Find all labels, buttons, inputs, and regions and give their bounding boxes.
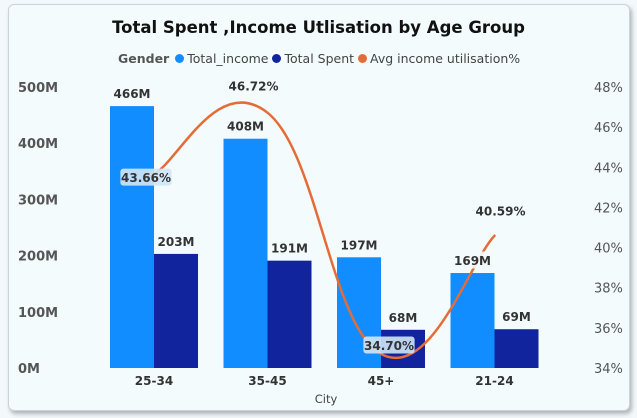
y-left-tick-label: 200M bbox=[18, 250, 58, 265]
x-tick-label: 21-24 bbox=[475, 374, 513, 388]
data-label-avg-utilisation: 43.66% bbox=[121, 171, 171, 185]
chart-title: Total Spent ,Income Utlisation by Age Gr… bbox=[112, 18, 525, 37]
bar-total-spent bbox=[267, 260, 312, 368]
y-left-tick-label: 300M bbox=[18, 193, 58, 208]
y-right-tick-label: 38% bbox=[594, 282, 623, 297]
legend-label-avg-utilisation: Avg income utilisation% bbox=[370, 50, 521, 66]
bar-total-income bbox=[223, 138, 268, 368]
x-tick-label: 35-45 bbox=[248, 374, 286, 388]
y-right-tick-label: 48% bbox=[594, 81, 623, 96]
data-label-avg-utilisation: 46.72% bbox=[229, 80, 279, 94]
data-label-total-income: 466M bbox=[114, 87, 151, 101]
y-left-tick-label: 0M bbox=[18, 362, 40, 377]
data-label-avg-utilisation: 40.59% bbox=[476, 205, 526, 219]
data-label-total-spent: 203M bbox=[158, 235, 195, 249]
bar-total-spent bbox=[494, 329, 539, 368]
y-right-tick-label: 44% bbox=[594, 161, 623, 176]
y-right-tick-label: 36% bbox=[594, 322, 623, 337]
y-right-tick-label: 46% bbox=[594, 121, 623, 136]
data-label-total-income: 169M bbox=[454, 254, 491, 268]
x-tick-label: 45+ bbox=[368, 374, 395, 388]
data-label-avg-utilisation: 34.70% bbox=[364, 339, 414, 353]
y-left-tick-label: 100M bbox=[18, 306, 58, 321]
data-label-avg-utilisation-bg bbox=[227, 77, 280, 95]
x-tick-label: 25-34 bbox=[135, 374, 173, 388]
legend-item-total-income[interactable]: Total_income bbox=[175, 51, 268, 66]
data-label-total-spent-bg bbox=[501, 307, 532, 325]
data-label-total-income-bg bbox=[113, 84, 151, 102]
data-label-total-spent-bg bbox=[271, 239, 308, 257]
data-label-total-spent: 69M bbox=[502, 310, 531, 324]
legend-item-total-spent[interactable]: Total Spent bbox=[272, 51, 354, 66]
data-label-total-income: 408M bbox=[227, 120, 264, 134]
legend-item-avg-utilisation[interactable]: Avg income utilisation% bbox=[358, 51, 520, 66]
legend-title: Gender bbox=[118, 50, 170, 66]
chart-legend: Gender Total_income Total Spent Avg inco… bbox=[118, 50, 524, 66]
data-label-total-spent: 68M bbox=[389, 311, 418, 325]
data-label-avg-utilisation-bg bbox=[363, 336, 415, 354]
y-left-tick-label: 500M bbox=[18, 81, 58, 96]
legend-marker-avg-utilisation bbox=[358, 53, 368, 63]
bar-total-spent bbox=[154, 253, 198, 368]
legend-marker-total-income bbox=[175, 53, 185, 63]
data-label-total-spent-bg bbox=[157, 232, 195, 250]
legend-marker-total-spent bbox=[272, 53, 282, 63]
y-left-tick-label: 400M bbox=[18, 137, 58, 152]
y-right-tick-label: 34% bbox=[594, 362, 623, 377]
data-label-total-income: 197M bbox=[341, 238, 378, 252]
data-label-avg-utilisation-bg bbox=[120, 168, 172, 186]
line-avg-utilisation bbox=[152, 101, 496, 359]
legend-label-total-income: Total_income bbox=[187, 50, 269, 66]
data-label-total-income-bg bbox=[454, 251, 491, 269]
x-axis-title: City bbox=[315, 392, 338, 406]
bar-total-income bbox=[110, 106, 154, 368]
data-label-avg-utilisation-bg bbox=[474, 202, 527, 220]
data-label-total-spent-bg bbox=[388, 308, 418, 326]
y-right-tick-label: 40% bbox=[594, 242, 623, 257]
data-label-total-spent: 191M bbox=[271, 242, 308, 256]
legend-label-total-spent: Total Spent bbox=[284, 50, 355, 66]
data-label-total-income-bg bbox=[340, 235, 378, 253]
y-right-tick-label: 42% bbox=[594, 201, 623, 216]
bar-total-income bbox=[450, 273, 495, 368]
data-label-total-income-bg bbox=[227, 117, 264, 135]
